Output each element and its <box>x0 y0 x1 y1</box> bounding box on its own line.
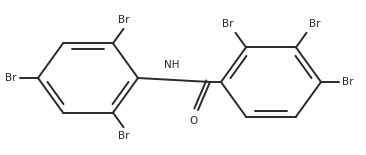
Text: Br: Br <box>5 73 17 83</box>
Text: Br: Br <box>342 77 354 87</box>
Text: Br: Br <box>118 15 129 25</box>
Text: O: O <box>189 116 197 126</box>
Text: NH: NH <box>164 60 180 70</box>
Text: Br: Br <box>309 19 320 29</box>
Text: Br: Br <box>118 131 129 141</box>
Text: Br: Br <box>222 19 234 29</box>
